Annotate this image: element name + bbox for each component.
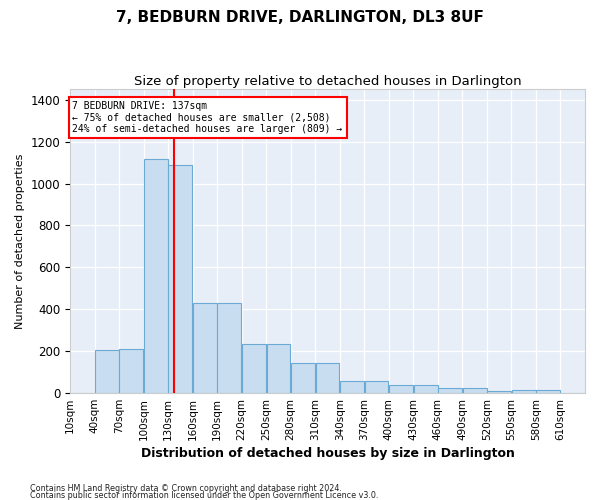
Bar bbox=[266, 344, 290, 393]
Bar bbox=[316, 363, 340, 393]
Bar bbox=[487, 390, 511, 393]
Bar bbox=[389, 385, 413, 393]
Bar bbox=[365, 381, 388, 393]
Text: Contains public sector information licensed under the Open Government Licence v3: Contains public sector information licen… bbox=[30, 490, 379, 500]
Bar bbox=[193, 303, 217, 393]
Bar bbox=[438, 388, 462, 393]
Text: Contains HM Land Registry data © Crown copyright and database right 2024.: Contains HM Land Registry data © Crown c… bbox=[30, 484, 342, 493]
Text: 7, BEDBURN DRIVE, DARLINGTON, DL3 8UF: 7, BEDBURN DRIVE, DARLINGTON, DL3 8UF bbox=[116, 10, 484, 25]
Y-axis label: Number of detached properties: Number of detached properties bbox=[15, 154, 25, 329]
Bar bbox=[144, 160, 168, 393]
Bar bbox=[536, 390, 560, 393]
Bar bbox=[413, 385, 437, 393]
Bar bbox=[217, 303, 241, 393]
Bar bbox=[340, 381, 364, 393]
Bar bbox=[512, 390, 536, 393]
Bar bbox=[95, 350, 119, 393]
Title: Size of property relative to detached houses in Darlington: Size of property relative to detached ho… bbox=[134, 75, 521, 88]
X-axis label: Distribution of detached houses by size in Darlington: Distribution of detached houses by size … bbox=[140, 447, 514, 460]
Bar bbox=[119, 349, 143, 393]
Bar bbox=[291, 363, 315, 393]
Bar bbox=[463, 388, 487, 393]
Bar bbox=[169, 164, 193, 393]
Bar bbox=[242, 344, 266, 393]
Text: 7 BEDBURN DRIVE: 137sqm
← 75% of detached houses are smaller (2,508)
24% of semi: 7 BEDBURN DRIVE: 137sqm ← 75% of detache… bbox=[73, 100, 343, 134]
